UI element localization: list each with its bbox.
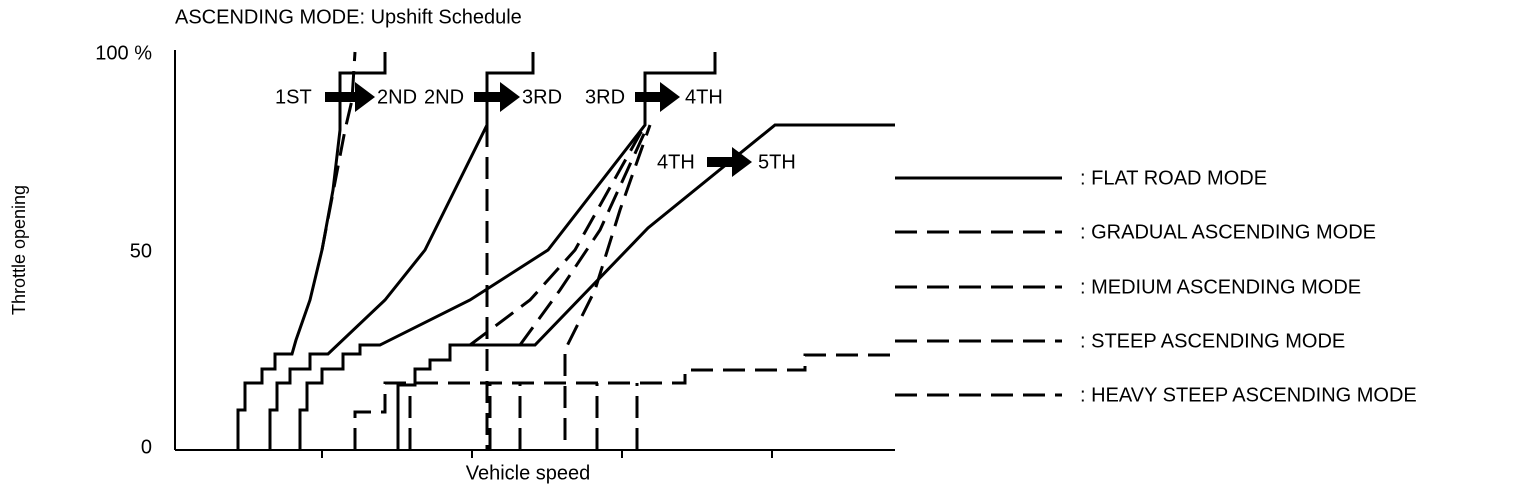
shift-from: 4TH [657, 151, 695, 173]
y-tick-label: 0 [141, 436, 152, 458]
legend-label: : MEDIUM ASCENDING MODE [1080, 276, 1361, 298]
y-tick-label: 100 % [95, 42, 152, 64]
legend-label: : FLAT ROAD MODE [1080, 167, 1267, 189]
legend-label: : GRADUAL ASCENDING MODE [1080, 221, 1376, 243]
shift-arrows [325, 82, 752, 177]
y-axis-label: Throttle opening [9, 185, 29, 315]
shift-to: 4TH [685, 86, 723, 108]
x-axis-label: Vehicle speed [466, 462, 591, 484]
axes [174, 50, 895, 458]
shift-to: 5TH [758, 151, 796, 173]
legend: : FLAT ROAD MODE : GRADUAL ASCENDING MOD… [895, 167, 1417, 406]
legend-label: : STEEP ASCENDING MODE [1080, 330, 1345, 352]
title: ASCENDING MODE: Upshift Schedule [175, 6, 522, 28]
shift-to: 3RD [522, 86, 562, 108]
shift-curves [236, 51, 895, 450]
shift-from: 2ND [424, 86, 464, 108]
y-tick-label: 50 [130, 240, 152, 262]
shift-from: 3RD [585, 86, 625, 108]
shift-to: 2ND [377, 86, 417, 108]
legend-label: : HEAVY STEEP ASCENDING MODE [1080, 384, 1417, 406]
shift-from: 1ST [275, 86, 312, 108]
